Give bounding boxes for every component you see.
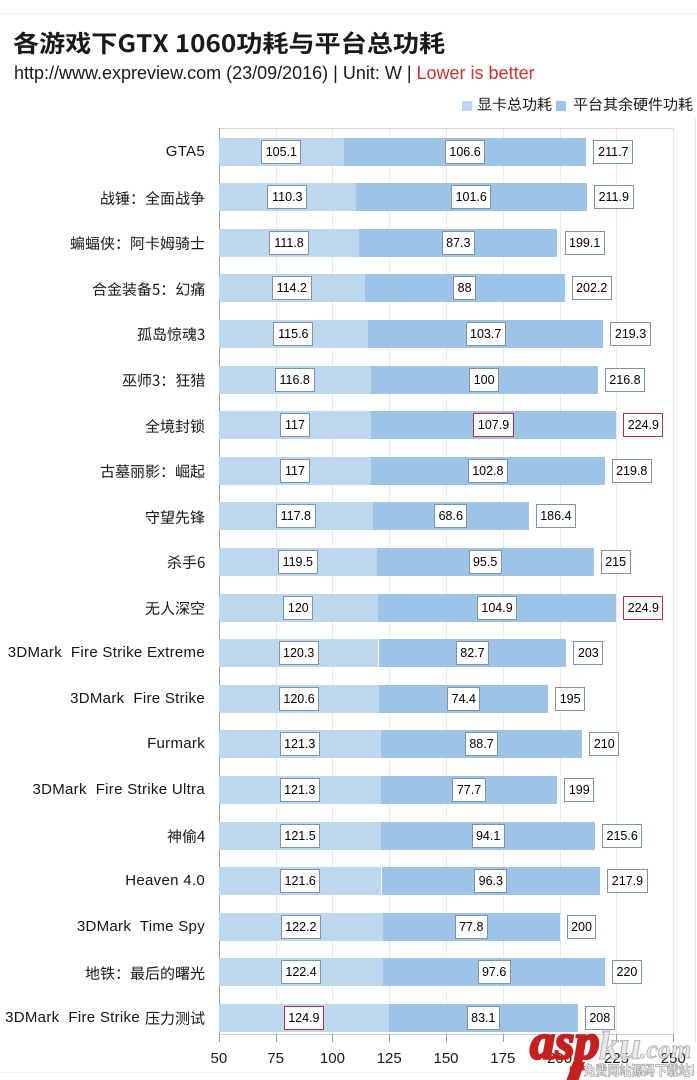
svg-text:.com: .com [640,1035,691,1064]
svg-text:ku: ku [599,1023,641,1068]
svg-text:asp: asp [530,1014,599,1070]
